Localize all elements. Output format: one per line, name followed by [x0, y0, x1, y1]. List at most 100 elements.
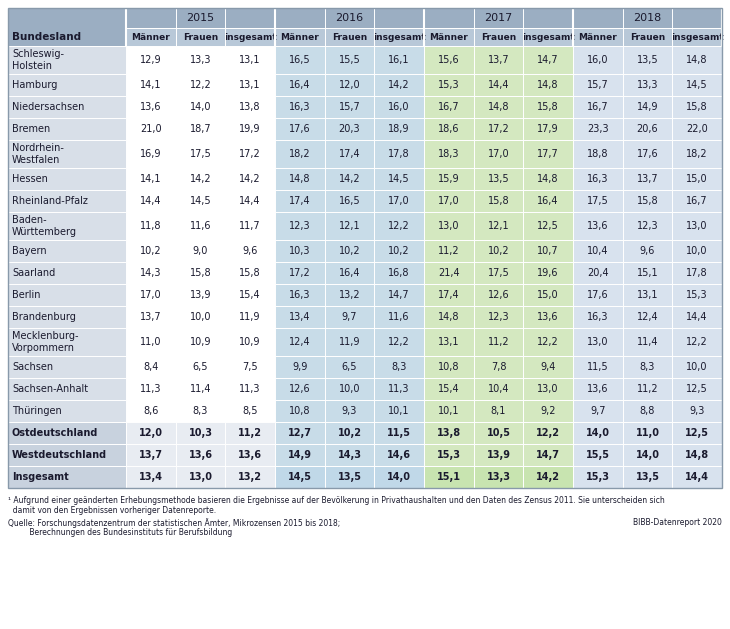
Text: 12,2: 12,2	[537, 337, 559, 347]
Text: 13,0: 13,0	[686, 221, 708, 231]
Text: 18,2: 18,2	[289, 149, 311, 159]
Bar	[374, 306, 424, 328]
Text: 14,8: 14,8	[537, 174, 559, 184]
Text: 14,2: 14,2	[190, 174, 211, 184]
Bar	[226, 28, 275, 46]
Text: 14,4: 14,4	[239, 196, 261, 206]
Text: 17,0: 17,0	[388, 196, 410, 206]
Text: 14,6: 14,6	[387, 450, 411, 460]
Text: Schleswig-
Holstein: Schleswig- Holstein	[12, 49, 64, 71]
Text: 10,3: 10,3	[188, 428, 212, 438]
Bar	[325, 400, 374, 422]
Bar	[573, 28, 623, 46]
Text: 15,5: 15,5	[586, 450, 610, 460]
Bar	[573, 46, 623, 74]
Text: 13,5: 13,5	[637, 55, 658, 65]
Text: 10,0: 10,0	[686, 362, 708, 372]
Bar	[126, 140, 176, 168]
Text: 18,7: 18,7	[190, 124, 211, 134]
Text: Bremen: Bremen	[12, 124, 50, 134]
Bar	[424, 306, 474, 328]
Text: Männer: Männer	[578, 33, 617, 42]
Text: 12,2: 12,2	[388, 221, 410, 231]
Text: 14,2: 14,2	[339, 174, 361, 184]
Text: 20,3: 20,3	[339, 124, 361, 134]
Bar	[275, 28, 325, 46]
Bar	[623, 466, 672, 488]
Bar	[374, 444, 424, 466]
Text: 11,9: 11,9	[339, 337, 360, 347]
Text: 21,4: 21,4	[438, 268, 460, 278]
Bar	[126, 240, 176, 262]
Text: 14,8: 14,8	[686, 55, 708, 65]
Text: 10,4: 10,4	[587, 246, 609, 256]
Bar	[325, 356, 374, 378]
Bar	[126, 8, 275, 28]
Text: 16,3: 16,3	[587, 174, 609, 184]
Text: 13,8: 13,8	[239, 102, 261, 112]
Text: 13,1: 13,1	[438, 337, 460, 347]
Bar	[126, 190, 176, 212]
Text: Männer: Männer	[429, 33, 468, 42]
Text: 15,3: 15,3	[438, 80, 460, 90]
Bar	[623, 190, 672, 212]
Text: 16,3: 16,3	[289, 102, 310, 112]
Text: 13,1: 13,1	[239, 55, 261, 65]
Bar	[672, 400, 722, 422]
Bar	[8, 212, 126, 240]
Text: 17,6: 17,6	[289, 124, 311, 134]
Bar	[424, 378, 474, 400]
Text: 15,7: 15,7	[587, 80, 609, 90]
Text: 15,7: 15,7	[339, 102, 361, 112]
Text: 8,3: 8,3	[639, 362, 656, 372]
Bar	[672, 46, 722, 74]
Text: 14,8: 14,8	[537, 80, 559, 90]
Bar	[226, 96, 275, 118]
Bar	[573, 212, 623, 240]
Text: 16,7: 16,7	[587, 102, 609, 112]
Bar	[275, 466, 325, 488]
Bar	[275, 262, 325, 284]
Bar	[523, 306, 573, 328]
Text: Baden-
Württemberg: Baden- Württemberg	[12, 215, 77, 237]
Bar	[325, 444, 374, 466]
Bar	[474, 240, 523, 262]
Bar	[176, 140, 226, 168]
Text: 12,2: 12,2	[686, 337, 708, 347]
Bar	[126, 378, 176, 400]
Text: 14,4: 14,4	[685, 472, 709, 482]
Text: 10,2: 10,2	[339, 246, 361, 256]
Text: 16,0: 16,0	[587, 55, 609, 65]
Text: 13,6: 13,6	[587, 221, 609, 231]
Text: 8,4: 8,4	[143, 362, 158, 372]
Bar	[374, 284, 424, 306]
Bar	[573, 8, 722, 28]
Bar	[474, 74, 523, 96]
Bar	[8, 306, 126, 328]
Text: 11,0: 11,0	[636, 428, 659, 438]
Bar	[672, 262, 722, 284]
Bar	[126, 284, 176, 306]
Bar	[226, 400, 275, 422]
Bar	[226, 74, 275, 96]
Bar	[8, 8, 722, 488]
Text: Insgesamt: Insgesamt	[12, 472, 69, 482]
Bar	[573, 422, 623, 444]
Text: BIBB-Datenreport 2020: BIBB-Datenreport 2020	[633, 518, 722, 527]
Text: 10,8: 10,8	[289, 406, 310, 416]
Bar	[623, 306, 672, 328]
Bar	[176, 240, 226, 262]
Bar	[424, 240, 474, 262]
Text: Bayern: Bayern	[12, 246, 47, 256]
Bar	[672, 422, 722, 444]
Bar	[325, 140, 374, 168]
Bar	[523, 74, 573, 96]
Text: 19,6: 19,6	[537, 268, 559, 278]
Bar	[672, 306, 722, 328]
Text: 22,0: 22,0	[686, 124, 708, 134]
Text: 13,0: 13,0	[438, 221, 460, 231]
Text: 15,6: 15,6	[438, 55, 460, 65]
Text: Nordrhein-
Westfalen: Nordrhein- Westfalen	[12, 143, 64, 165]
Bar	[374, 190, 424, 212]
Bar	[672, 168, 722, 190]
